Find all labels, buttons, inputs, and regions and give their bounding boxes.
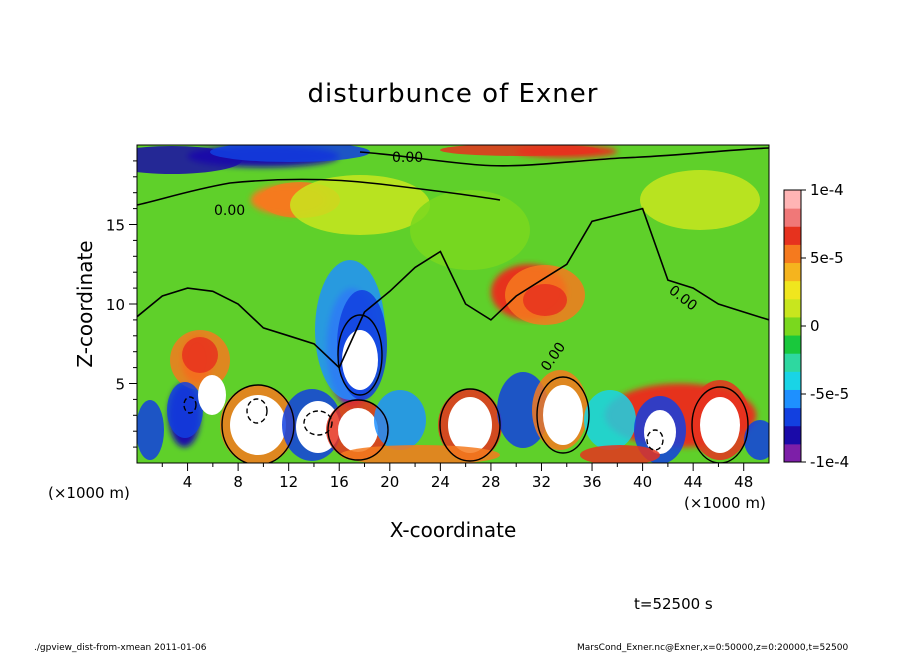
colorbar-swatch — [784, 190, 801, 209]
field-blob — [640, 170, 760, 230]
script-label: ./gpview_dist-from-xmean 2011-01-06 — [34, 643, 207, 653]
x-tick-label: 32 — [532, 473, 551, 491]
colorbar-swatch — [784, 280, 801, 300]
negative-contour — [246, 398, 268, 424]
time-label: t=52500 s — [634, 595, 713, 613]
top-contour — [359, 147, 769, 167]
colorbar-swatch — [784, 208, 801, 227]
upper-contour — [137, 178, 501, 206]
x-unit-right: (×1000 m) — [684, 494, 766, 512]
field-blob — [137, 400, 164, 460]
zero-contour — [137, 207, 769, 369]
field-blob — [644, 410, 676, 454]
x-tick-label: 44 — [684, 473, 703, 491]
colorbar-swatch — [784, 353, 801, 372]
x-tick-label: 48 — [734, 473, 753, 491]
colorbar-tick-label: 0 — [810, 317, 820, 335]
colorbar-swatch — [784, 262, 801, 282]
field-blob — [342, 330, 378, 390]
field-blob — [410, 190, 530, 270]
colorbar-swatch — [784, 407, 801, 427]
negative-contour — [183, 396, 197, 414]
x-tick-label: 16 — [330, 473, 349, 491]
x-tick-label: 28 — [481, 473, 500, 491]
field-blob — [198, 375, 226, 415]
contour-loop — [221, 384, 295, 463]
contour-label-left: 0.00 — [214, 203, 245, 219]
field-blob — [700, 397, 740, 453]
x-tick-label: 24 — [431, 473, 450, 491]
field-blob — [744, 420, 769, 460]
x-tick-label: 8 — [233, 473, 243, 491]
field-blob — [210, 145, 370, 162]
colorbar-swatch — [784, 425, 801, 445]
contour-loop — [691, 386, 749, 463]
colorbar-swatch — [784, 226, 801, 245]
field-blob — [543, 385, 583, 445]
x-tick-label: 36 — [582, 473, 601, 491]
field-blob — [182, 337, 218, 373]
colorbar-swatch — [784, 371, 801, 390]
contour-loop — [327, 399, 389, 461]
colorbar-swatch — [784, 389, 801, 409]
contour-loop — [439, 388, 501, 462]
y-tick-label: 10 — [106, 296, 125, 314]
y-tick-label: 15 — [106, 217, 125, 235]
field-blob — [523, 284, 567, 316]
negative-contour — [303, 410, 333, 436]
colorbar: 1e-4 5e-5 0 -5e-5 -1e-4 — [783, 181, 849, 471]
x-axis: 4 8 12 16 20 24 28 32 36 40 44 48 — [161, 463, 753, 491]
field-blob — [340, 445, 500, 463]
colorbar-tick-label: 1e-4 — [810, 181, 844, 199]
negative-contour — [646, 429, 664, 451]
colorbar-swatch — [784, 443, 801, 463]
y-axis: 5 10 15 — [106, 160, 137, 448]
contour-label-top: 0.00 — [392, 150, 423, 166]
field-blob — [290, 175, 430, 235]
field-blob — [440, 145, 600, 156]
x-tick-label: 4 — [183, 473, 193, 491]
colorbar-swatch — [784, 335, 801, 354]
colorbar-tick-label: -1e-4 — [810, 453, 849, 471]
field-blob — [448, 397, 492, 453]
field-details — [137, 145, 769, 463]
field-blob — [374, 390, 426, 450]
contour-loop — [536, 376, 590, 454]
chart-title: disturbunce of Exner — [308, 79, 599, 109]
source-label: MarsCond_Exner.nc@Exner,x=0:50000,z=0:20… — [577, 643, 848, 653]
x-axis-title: X-coordinate — [390, 518, 517, 542]
field-blob — [580, 445, 660, 463]
contour-loop — [337, 314, 383, 396]
x-tick-label: 40 — [633, 473, 652, 491]
x-tick-label: 12 — [279, 473, 298, 491]
plot-area — [137, 145, 769, 463]
colorbar-tick-label: -5e-5 — [810, 385, 849, 403]
field-blob — [584, 390, 636, 450]
y-axis-title: Z-coordinate — [73, 240, 97, 367]
x-unit-left: (×1000 m) — [48, 484, 130, 502]
colorbar-swatch — [784, 244, 801, 264]
colorbar-swatch — [784, 316, 801, 336]
colorbar-tick-label: 5e-5 — [810, 249, 844, 267]
x-tick-label: 20 — [380, 473, 399, 491]
colorbar-swatch — [784, 298, 801, 318]
y-tick-label: 5 — [115, 376, 125, 394]
field-blob — [338, 408, 378, 452]
field-blob — [230, 395, 286, 455]
